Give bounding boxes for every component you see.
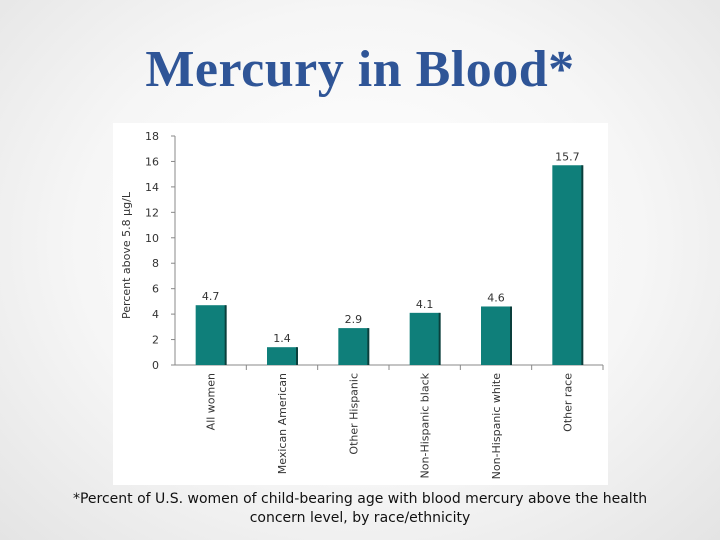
chart-caption: *Percent of U.S. women of child-bearing …	[72, 491, 648, 526]
bar-value-label: 2.9	[345, 313, 363, 326]
bar-value-label: 4.1	[416, 298, 434, 311]
y-tick-label: 0	[152, 359, 159, 372]
y-axis-title: Percent above 5.8 μg/L	[120, 191, 133, 319]
x-tick-label: All women	[205, 373, 218, 430]
bar-chart: 0 2 4 6 8 10 12 14 16 18 Percent above 5.8 μg/L 4.7…	[120, 130, 604, 480]
y-tick-label: 2	[152, 334, 159, 347]
y-tick-label: 18	[145, 130, 159, 143]
x-tick-label: Non-Hispanic black	[419, 372, 432, 478]
bar-value-label: 4.7	[202, 290, 220, 303]
bar	[481, 306, 511, 365]
x-tick-label: Other race	[561, 373, 574, 432]
bar	[338, 328, 369, 365]
y-tick-label: 6	[152, 283, 159, 296]
y-tick-label: 10	[145, 232, 159, 245]
y-tick-label: 12	[145, 206, 159, 219]
x-tick-label: Non-Hispanic white	[490, 373, 503, 480]
chart-panel: 0 2 4 6 8 10 12 14 16 18 Percent above 5.8 μg/L 4.7…	[113, 123, 608, 485]
slide-title: Mercury in Blood*	[145, 41, 575, 98]
bar	[552, 165, 583, 365]
bar-value-label: 1.4	[273, 332, 291, 345]
bar-value-label: 4.6	[487, 291, 505, 304]
y-tick-label: 14	[145, 181, 159, 194]
y-tick-label: 8	[152, 257, 159, 270]
x-tick-label: Other Hispanic	[347, 373, 360, 455]
bar	[195, 305, 226, 365]
y-tick-label: 16	[145, 155, 159, 168]
bar-value-label: 15.7	[555, 150, 580, 163]
x-tick-label: Mexican American	[276, 373, 289, 474]
bar	[409, 312, 440, 365]
bar	[267, 347, 297, 365]
y-tick-label: 4	[152, 308, 159, 321]
